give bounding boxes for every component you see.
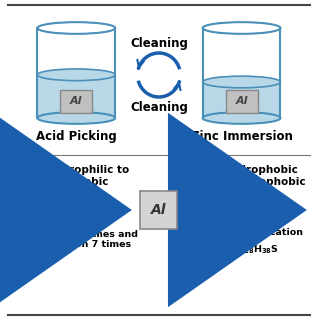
Text: acid picking 8 times and
zinc immersion 7 times: acid picking 8 times and zinc immersion … xyxy=(8,230,138,249)
Bar xyxy=(203,82,280,118)
Text: From hydrophobic
to superhydrophobic: From hydrophobic to superhydrophobic xyxy=(183,165,306,187)
Text: Zinc Immersion: Zinc Immersion xyxy=(191,130,292,142)
Ellipse shape xyxy=(37,112,115,124)
FancyBboxPatch shape xyxy=(60,90,92,113)
FancyBboxPatch shape xyxy=(140,191,177,229)
Ellipse shape xyxy=(37,69,115,81)
Text: From hydrophilic to
hydrophobic: From hydrophilic to hydrophobic xyxy=(14,165,129,187)
FancyBboxPatch shape xyxy=(226,90,258,113)
Text: Al: Al xyxy=(151,203,167,217)
Text: Al: Al xyxy=(70,96,83,106)
Text: Cleaning: Cleaning xyxy=(130,100,188,114)
Text: Cleaning: Cleaning xyxy=(130,36,188,50)
Text: chemical modification: chemical modification xyxy=(186,228,303,237)
Text: with $\mathregular{C_{18}H_{38}S}$: with $\mathregular{C_{18}H_{38}S}$ xyxy=(210,244,279,257)
Ellipse shape xyxy=(203,112,280,124)
Ellipse shape xyxy=(203,76,280,88)
Text: Al: Al xyxy=(235,96,248,106)
Text: Acid Picking: Acid Picking xyxy=(36,130,117,142)
Bar xyxy=(37,75,115,118)
